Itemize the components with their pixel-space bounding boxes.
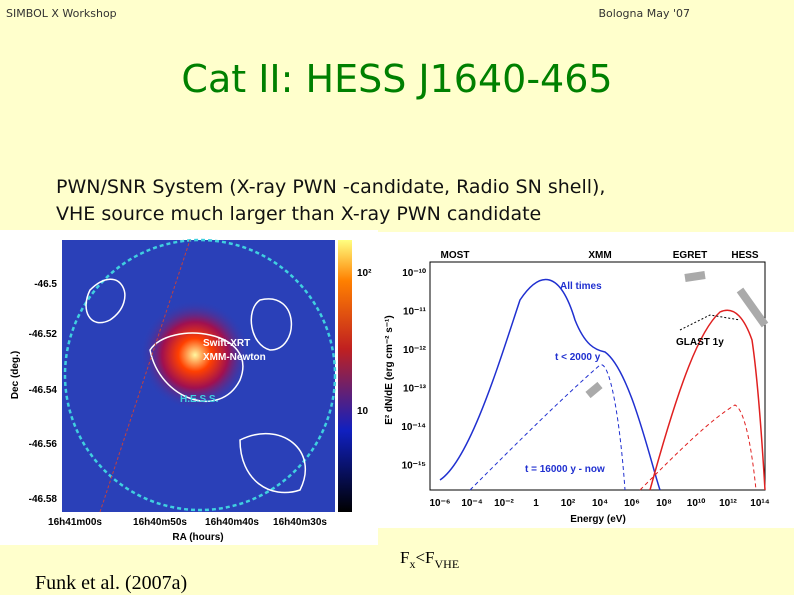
x-tick-label: 16h40m30s bbox=[273, 517, 327, 528]
note-part: F bbox=[400, 548, 409, 567]
y-tick-label: -46.5 bbox=[34, 279, 57, 290]
y-tick-label: 10⁻¹⁵ bbox=[402, 461, 427, 472]
colorbar bbox=[338, 240, 352, 512]
instrument-label: XMM bbox=[588, 250, 611, 261]
y-tick-label: -46.56 bbox=[29, 439, 58, 450]
instrument-label: HESS bbox=[731, 250, 759, 261]
y-tick-label: 10⁻¹² bbox=[403, 345, 427, 356]
red-dashed bbox=[639, 404, 757, 491]
map-label: Swift-XRT bbox=[203, 338, 250, 349]
instrument-label: MOST bbox=[441, 250, 470, 261]
x-axis-label: Energy (eV) bbox=[570, 514, 626, 525]
annotation: GLAST 1y bbox=[676, 337, 724, 348]
body-line: PWN/SNR System (X-ray PWN -candidate, Ra… bbox=[56, 176, 605, 198]
y-tick-label: 10⁻¹⁰ bbox=[402, 268, 426, 279]
annotation: All times bbox=[560, 281, 602, 292]
plot-frame bbox=[429, 261, 766, 491]
glast-line bbox=[679, 314, 741, 331]
x-tick-label: 16h41m00s bbox=[48, 517, 102, 528]
blue-dashed bbox=[469, 364, 626, 491]
y-tick-label: -46.58 bbox=[29, 494, 58, 505]
map-label: XMM-Newton bbox=[203, 352, 266, 363]
x-tick-label: 10⁶ bbox=[624, 498, 640, 509]
x-tick-label: 10¹⁴ bbox=[750, 498, 769, 509]
figure-bg bbox=[378, 232, 794, 528]
y-axis-label: E² dN/dE (erg cm⁻² s⁻¹) bbox=[384, 315, 395, 424]
colorbar-label: 10² bbox=[357, 268, 372, 279]
source-blob bbox=[140, 300, 250, 410]
citation: Funk et al. (2007a) bbox=[35, 572, 187, 594]
note-sub: VHE bbox=[435, 557, 460, 571]
y-tick-label: 10⁻¹³ bbox=[403, 384, 427, 395]
contours bbox=[85, 278, 307, 494]
left-figure: -46.5 -46.52 -46.54 -46.56 -46.58 16h41m00s 16… bbox=[0, 230, 378, 545]
y-tick-label: 10⁻¹⁴ bbox=[401, 422, 426, 433]
header-right: Bologna May '07 bbox=[598, 7, 690, 20]
note: Fx<FVHE bbox=[400, 548, 459, 571]
annotation: t < 2000 y bbox=[555, 352, 601, 363]
y-tick-label: 10⁻¹¹ bbox=[403, 307, 427, 318]
x-tick-label: 1 bbox=[533, 498, 539, 509]
x-tick-label: 10⁻² bbox=[494, 498, 514, 509]
right-figure: MOST XMM EGRET HESS All times t < 2000 y t = 1… bbox=[378, 232, 794, 528]
x-tick-label: 10⁴ bbox=[592, 498, 608, 509]
x-tick-label: 10¹⁰ bbox=[687, 498, 705, 509]
x-tick-label: 16h40m40s bbox=[205, 517, 259, 528]
note-part: <F bbox=[415, 548, 434, 567]
x-tick-label: 10¹² bbox=[719, 498, 737, 509]
arrows bbox=[585, 271, 769, 399]
x-tick-label: 10⁻⁴ bbox=[461, 498, 482, 509]
x-tick-label: 16h40m50s bbox=[133, 517, 187, 528]
body-line: VHE source much larger than X-ray PWN ca… bbox=[56, 203, 541, 225]
instrument-label: EGRET bbox=[673, 250, 707, 261]
note-sub: x bbox=[409, 557, 415, 571]
y-axis-label: Dec (deg.) bbox=[10, 351, 21, 399]
x-tick-label: 10² bbox=[561, 498, 576, 509]
y-tick-label: -46.52 bbox=[29, 329, 58, 340]
header-left: SIMBOL X Workshop bbox=[6, 7, 117, 20]
hess-circle bbox=[63, 238, 337, 512]
annotation: t = 16000 y - now bbox=[525, 464, 605, 475]
map-label: H.E.S.S. bbox=[180, 394, 219, 405]
x-tick-label: 10⁸ bbox=[656, 498, 672, 509]
x-axis-label: RA (hours) bbox=[172, 532, 223, 543]
blue-curve bbox=[439, 278, 661, 491]
title: Cat II: HESS J1640-465 bbox=[181, 57, 612, 101]
red-curve bbox=[649, 309, 766, 491]
colorbar-label: 10 bbox=[357, 406, 369, 417]
boundary bbox=[99, 239, 191, 513]
x-tick-label: 10⁻⁶ bbox=[429, 498, 450, 509]
y-tick-label: -46.54 bbox=[29, 385, 58, 396]
